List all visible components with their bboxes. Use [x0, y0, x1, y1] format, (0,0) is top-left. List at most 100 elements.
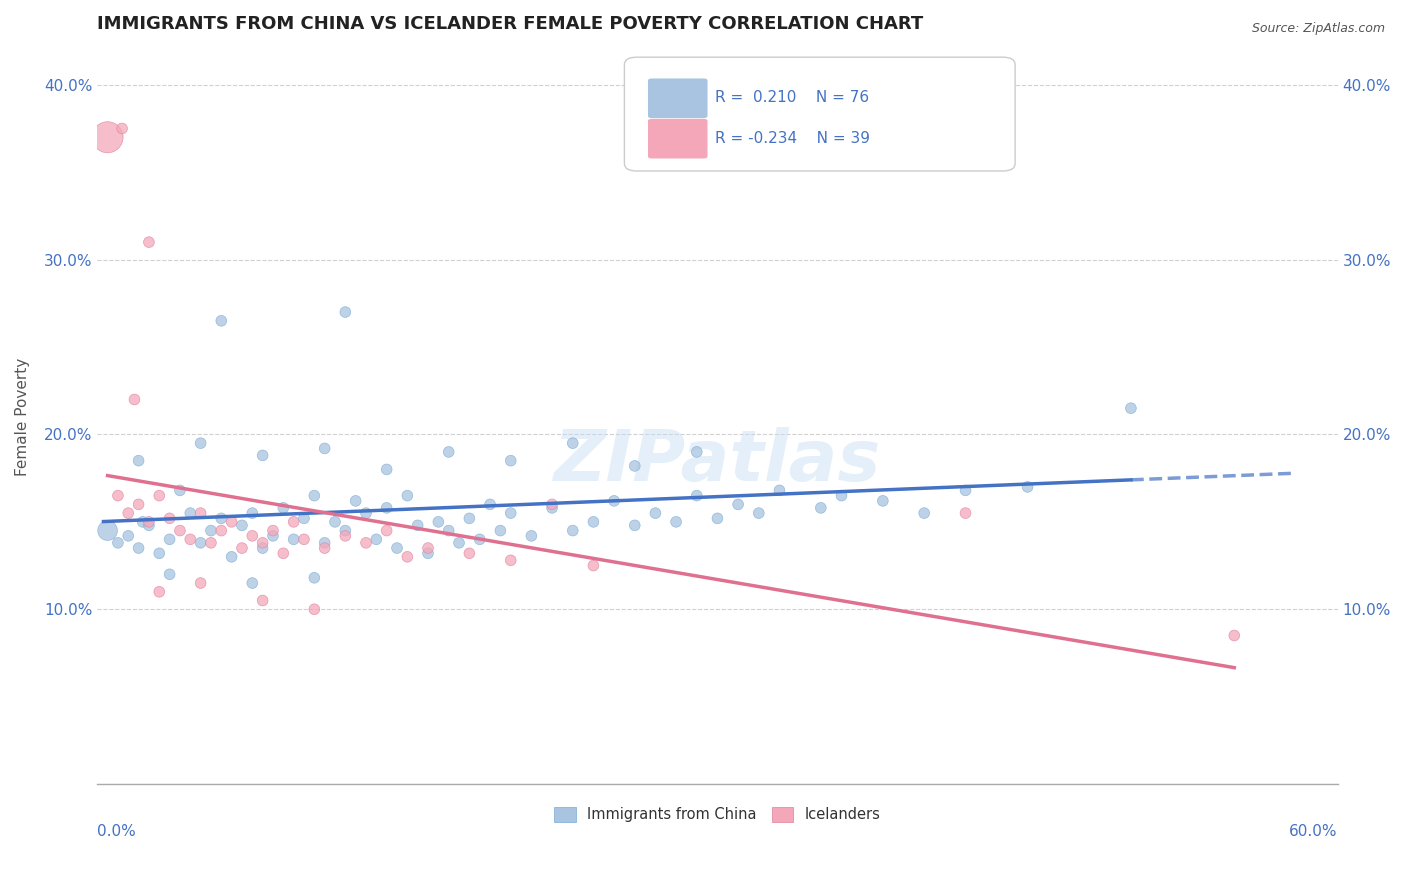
Point	[396, 549, 419, 564]
Point	[582, 515, 605, 529]
Point	[107, 489, 129, 503]
Text: R =  0.210    N = 76: R = 0.210 N = 76	[716, 90, 869, 105]
Point	[830, 489, 852, 503]
Point	[623, 518, 645, 533]
Point	[727, 497, 749, 511]
Point	[1223, 628, 1246, 642]
Point	[748, 506, 770, 520]
Point	[644, 506, 666, 520]
Point	[252, 593, 274, 607]
Point	[169, 483, 191, 498]
Point	[499, 453, 522, 467]
Point	[768, 483, 790, 498]
Point	[375, 462, 398, 476]
Point	[138, 515, 160, 529]
Point	[292, 533, 315, 547]
Point	[107, 536, 129, 550]
Point	[304, 602, 326, 616]
Point	[190, 436, 212, 450]
Point	[541, 497, 564, 511]
Point	[479, 497, 502, 511]
Point	[437, 524, 460, 538]
Point	[955, 506, 977, 520]
Point	[138, 518, 160, 533]
Point	[582, 558, 605, 573]
Point	[128, 541, 150, 555]
Point	[603, 494, 626, 508]
Point	[366, 533, 388, 547]
Text: 60.0%: 60.0%	[1289, 824, 1337, 839]
Point	[271, 500, 294, 515]
Point	[406, 518, 429, 533]
Y-axis label: Female Poverty: Female Poverty	[15, 358, 30, 476]
Point	[190, 536, 212, 550]
Point	[138, 235, 160, 249]
Point	[111, 121, 134, 136]
Point	[955, 483, 977, 498]
Point	[132, 515, 155, 529]
Point	[427, 515, 450, 529]
Point	[231, 518, 253, 533]
Point	[159, 567, 181, 582]
Point	[283, 533, 305, 547]
Text: 0.0%: 0.0%	[97, 824, 136, 839]
Point	[499, 553, 522, 567]
Point	[706, 511, 728, 525]
FancyBboxPatch shape	[648, 119, 707, 159]
Point	[416, 546, 439, 560]
Point	[209, 524, 232, 538]
Point	[458, 546, 481, 560]
Point	[200, 536, 222, 550]
Point	[561, 524, 583, 538]
Point	[437, 445, 460, 459]
Point	[912, 506, 935, 520]
Point	[221, 549, 243, 564]
Point	[252, 449, 274, 463]
Point	[489, 524, 512, 538]
FancyBboxPatch shape	[624, 57, 1015, 171]
Point	[304, 571, 326, 585]
Point	[458, 511, 481, 525]
Point	[686, 445, 709, 459]
Point	[221, 515, 243, 529]
Point	[1017, 480, 1039, 494]
Point	[335, 529, 357, 543]
FancyBboxPatch shape	[648, 78, 707, 118]
Point	[561, 436, 583, 450]
Point	[117, 506, 139, 520]
Point	[283, 515, 305, 529]
Point	[468, 533, 491, 547]
Text: ZIPatlas: ZIPatlas	[554, 426, 882, 496]
Point	[97, 524, 120, 538]
Point	[375, 500, 398, 515]
Point	[314, 536, 336, 550]
Text: Source: ZipAtlas.com: Source: ZipAtlas.com	[1251, 22, 1385, 36]
Point	[314, 442, 336, 456]
Point	[344, 494, 367, 508]
Point	[499, 506, 522, 520]
Point	[1119, 401, 1142, 416]
Point	[304, 489, 326, 503]
Point	[375, 524, 398, 538]
Point	[209, 314, 232, 328]
Point	[262, 529, 284, 543]
Point	[447, 536, 470, 550]
Point	[200, 524, 222, 538]
Point	[385, 541, 408, 555]
Point	[335, 524, 357, 538]
Point	[190, 576, 212, 591]
Legend: Immigrants from China, Icelanders: Immigrants from China, Icelanders	[548, 801, 887, 828]
Point	[128, 497, 150, 511]
Point	[416, 541, 439, 555]
Point	[148, 489, 170, 503]
Point	[623, 458, 645, 473]
Point	[159, 511, 181, 525]
Point	[292, 511, 315, 525]
Point	[252, 541, 274, 555]
Point	[159, 533, 181, 547]
Point	[323, 515, 346, 529]
Point	[354, 506, 377, 520]
Point	[665, 515, 688, 529]
Point	[541, 500, 564, 515]
Point	[252, 536, 274, 550]
